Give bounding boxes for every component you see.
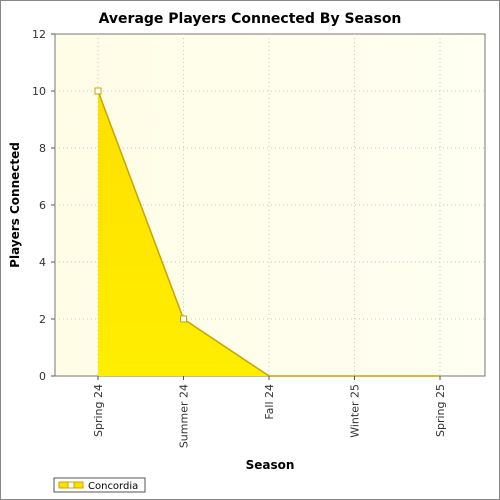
y-tick-label: 2 — [39, 313, 46, 326]
x-tick-label: Summer 24 — [178, 384, 191, 448]
x-tick-label: Fall 24 — [263, 384, 276, 420]
data-point — [180, 315, 187, 323]
x-axis: Spring 24 Summer 24 Fall 24 Winter 25 Spring… — [92, 376, 447, 448]
x-axis-label: Season — [246, 458, 295, 472]
y-tick-label: 4 — [39, 256, 46, 269]
chart-title: Average Players Connected By Season — [99, 11, 402, 27]
x-tick-label: Spring 25 — [434, 384, 447, 437]
y-tick-label: 6 — [39, 199, 46, 212]
legend-label-concordia: Concordia — [88, 481, 138, 492]
legend: Concordia — [53, 477, 146, 493]
y-axis-label: Players Connected — [8, 142, 22, 268]
y-tick-label: 12 — [32, 28, 46, 41]
x-tick-label: Winter 25 — [349, 384, 362, 438]
y-tick-label: 10 — [32, 85, 46, 98]
legend-marker — [67, 481, 75, 489]
area-fill-series-0 — [98, 91, 440, 376]
x-tick-label: Spring 24 — [92, 384, 105, 437]
y-tick-label: 0 — [39, 370, 46, 383]
data-point — [94, 87, 102, 95]
y-axis: 0 2 4 6 8 10 12 — [32, 28, 55, 383]
y-tick-label: 8 — [39, 142, 46, 155]
